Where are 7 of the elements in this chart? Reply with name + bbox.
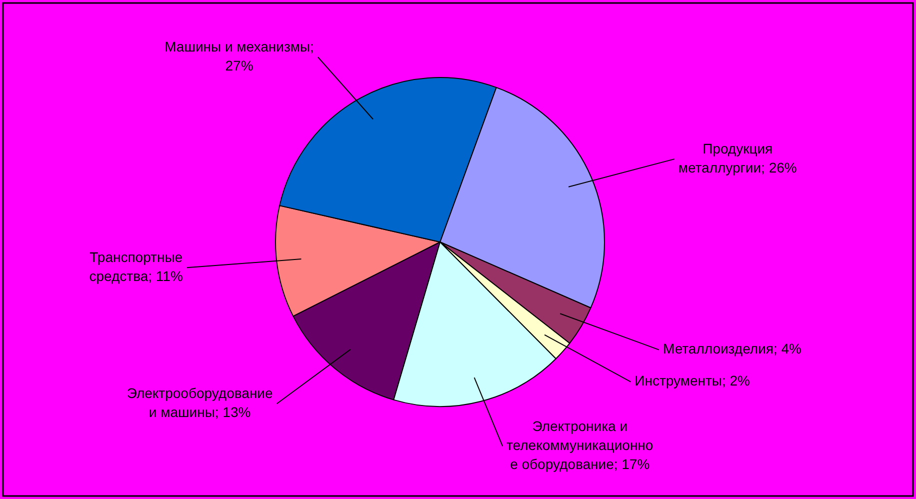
slice-label: Машины и механизмы; 27% [164,38,314,74]
slice-label: Инструменты; 2% [634,372,750,389]
slice-label: Электрооборудование и машины; 13% [126,385,273,420]
slice-label: Электроника и телекоммуникационное оборудование; 17% [506,418,654,472]
slice-label: Продукция металлургии; 26% [678,140,797,176]
slice-label: Металлоизделия; 4% [663,340,802,357]
slice-label: Транспортные средства; 11% [89,249,183,284]
